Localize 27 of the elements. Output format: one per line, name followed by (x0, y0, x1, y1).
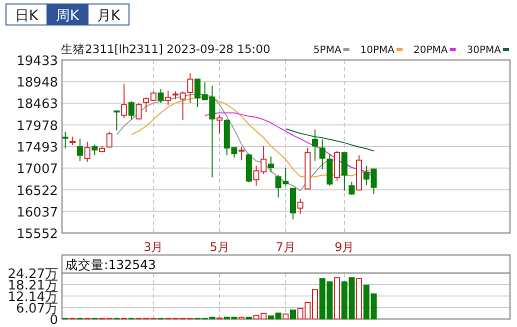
x-tick-label: 3月 (144, 240, 164, 254)
text: 月K (96, 8, 121, 24)
y-tick-label: 15552 (16, 227, 58, 242)
legend-label: 10PMA (360, 45, 395, 56)
chart-title: 成交量:132543 (65, 257, 156, 272)
text: 日K (14, 8, 39, 24)
x-tick-label: 9月 (334, 240, 354, 254)
y-tick-label: 19433 (16, 54, 58, 69)
y-tick-label: 16522 (16, 184, 58, 199)
bar (334, 277, 340, 320)
legend-label: 30PMA (466, 45, 502, 56)
y-tick-label: 16037 (16, 205, 58, 220)
y-tick-label: 17493 (16, 140, 58, 156)
bar (282, 314, 289, 320)
text: 周K (56, 8, 80, 24)
x-tick-label: 7月 (276, 240, 296, 254)
y-tick-label: 17007 (16, 162, 58, 178)
y-tick-label: 0 (50, 313, 58, 327)
bar (356, 278, 362, 320)
chart-title: 生猪2311[lh2311] 2023-09-28 15:00 (61, 42, 270, 56)
x-tick-label: 5月 (210, 240, 230, 254)
legend-label: 5PMA (313, 45, 342, 56)
y-tick-label: 18463 (16, 97, 58, 112)
y-tick-label: 18948 (16, 76, 58, 91)
bar (290, 310, 296, 320)
y-tick-label: 17978 (16, 118, 58, 134)
legend-label: 20PMA (414, 45, 448, 56)
